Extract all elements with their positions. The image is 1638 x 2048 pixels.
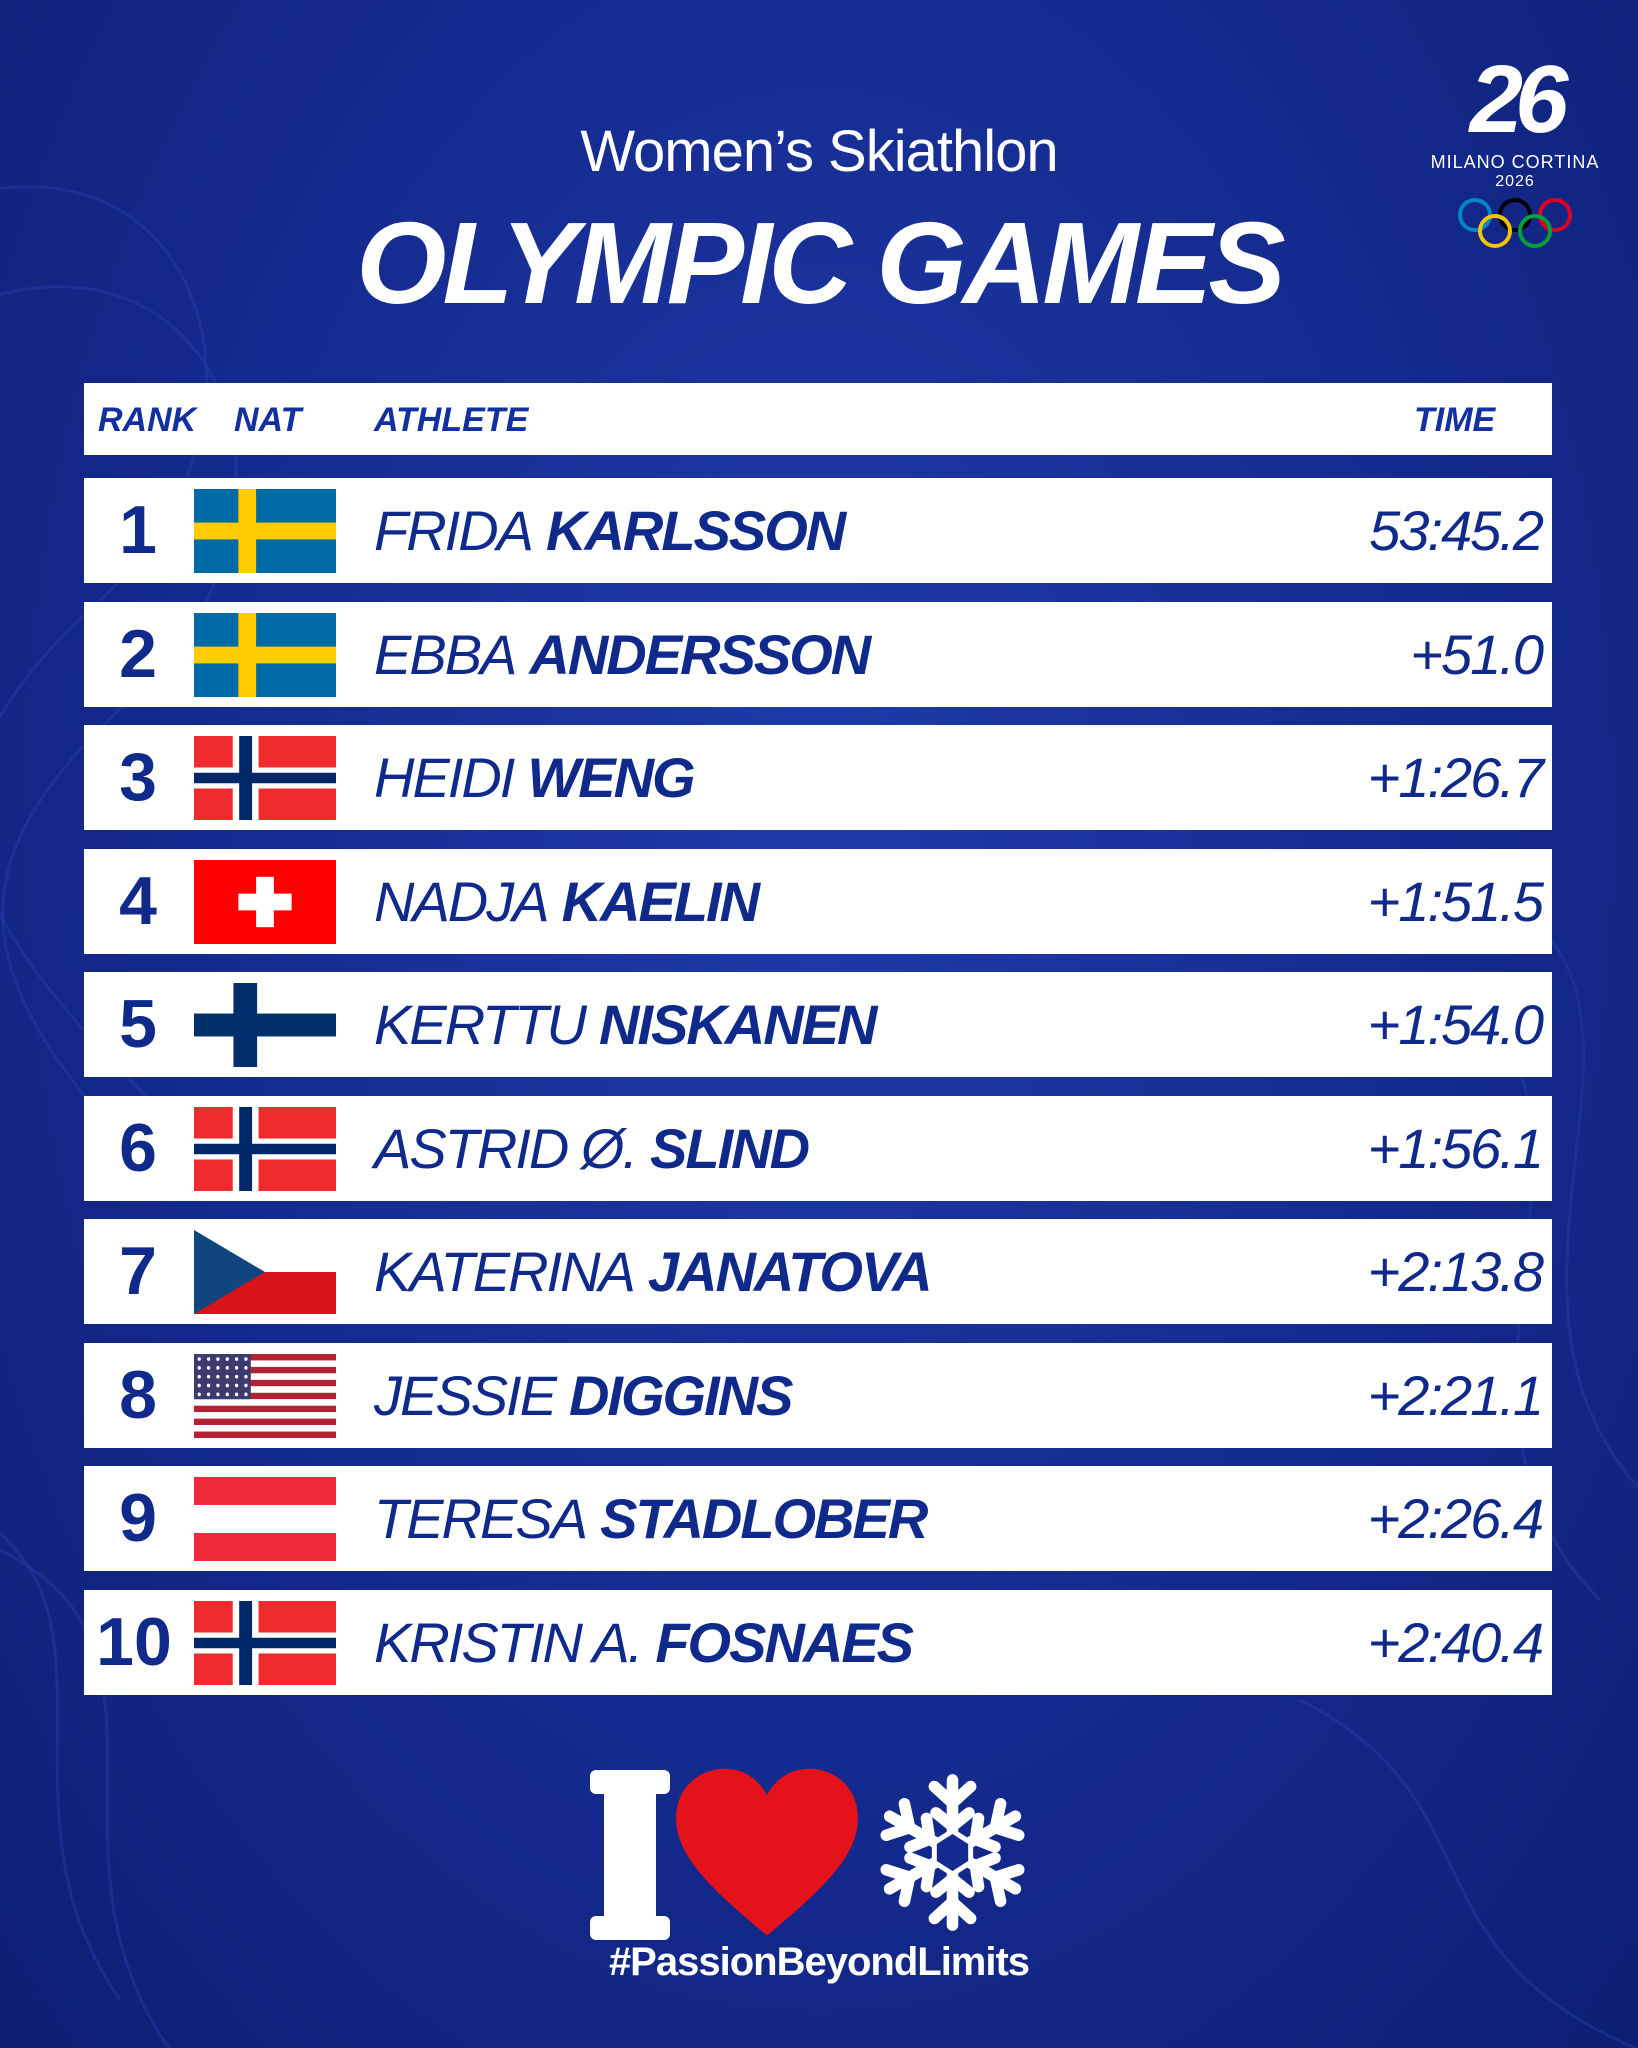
athlete-name: JESSIE DIGGINS	[374, 1343, 793, 1448]
table-row: 9 TERESA STADLOBER +2:26.4	[84, 1466, 1552, 1571]
table-row: 2 EBBA ANDERSSON +51.0	[84, 602, 1552, 707]
rank: 7	[119, 1233, 157, 1309]
result-time: +2:21.1	[1367, 1364, 1544, 1427]
heart-icon	[676, 1768, 858, 1936]
flag-usa-icon	[194, 1354, 336, 1438]
athlete-first-name: TERESA	[374, 1487, 588, 1550]
athlete-first-name: JESSIE	[374, 1364, 557, 1427]
athlete-last-name: SLIND	[650, 1117, 810, 1180]
flag-cze-icon	[194, 1230, 336, 1314]
athlete-last-name: JANATOVA	[647, 1240, 933, 1303]
athlete-first-name: EBBA	[374, 623, 517, 686]
rank: 10	[96, 1604, 172, 1680]
table-row: 8 JESSIE DIGGINS +2:21.1	[84, 1343, 1552, 1448]
athlete-last-name: NISKANEN	[599, 993, 877, 1056]
flag-nor-icon	[194, 1107, 336, 1191]
header-nat: NAT	[234, 401, 302, 439]
result-time: +51.0	[1410, 623, 1544, 686]
athlete-last-name: FOSNAES	[655, 1611, 914, 1674]
athlete-first-name: KERTTU	[374, 993, 587, 1056]
logo-name: MILANO CORTINA	[1430, 152, 1600, 172]
flag-nor-icon	[194, 1601, 336, 1685]
snowflake-icon	[870, 1774, 1035, 1935]
event-title: OLYMPIC GAMES	[356, 198, 1285, 328]
result-time: +2:26.4	[1367, 1487, 1544, 1550]
athlete-first-name: HEIDI	[374, 746, 515, 809]
header-time: TIME	[1414, 401, 1496, 439]
hashtag: #PassionBeyondLimits	[608, 1940, 1030, 1984]
athlete-last-name: ANDERSSON	[529, 623, 871, 686]
athlete-last-name: WENG	[527, 746, 695, 809]
athlete-last-name: STADLOBER	[600, 1487, 928, 1550]
letter-i-icon	[590, 1770, 670, 1940]
flag-sui-icon	[194, 860, 336, 944]
flag-nor-icon	[194, 736, 336, 820]
result-time: +1:56.1	[1367, 1117, 1544, 1180]
rank: 2	[119, 616, 157, 692]
athlete-first-name: NADJA	[374, 870, 550, 933]
rank: 3	[119, 739, 157, 815]
athlete-name: EBBA ANDERSSON	[374, 602, 871, 707]
athlete-name: KRISTIN A. FOSNAES	[374, 1590, 914, 1695]
result-time: +2:13.8	[1367, 1240, 1544, 1303]
milano-cortina-logo: 26 MILANO CORTINA 2026	[1415, 50, 1615, 270]
athlete-name: NADJA KAELIN	[374, 849, 760, 954]
flag-swe-icon	[194, 489, 336, 573]
header-rank: RANK	[98, 401, 197, 439]
rank: 9	[119, 1480, 157, 1556]
results-table-header: RANK NAT ATHLETE TIME	[84, 383, 1552, 455]
table-row: 7 KATERINA JANATOVA +2:13.8	[84, 1219, 1552, 1324]
athlete-name: FRIDA KARLSSON	[374, 478, 846, 583]
athlete-name: KATERINA JANATOVA	[374, 1219, 933, 1324]
olympic-rings-icon	[1458, 198, 1572, 248]
table-row: 3 HEIDI WENG +1:26.7	[84, 725, 1552, 830]
result-time: 53:45.2	[1369, 499, 1544, 562]
athlete-first-name: KRISTIN A.	[374, 1611, 643, 1674]
table-row: 1 FRIDA KARLSSON 53:45.2	[84, 478, 1552, 583]
table-row: 6 ASTRID Ø. SLIND +1:56.1	[84, 1096, 1552, 1201]
athlete-last-name: DIGGINS	[568, 1364, 793, 1427]
header-athlete: ATHLETE	[374, 401, 529, 439]
result-time: +1:26.7	[1367, 746, 1544, 809]
athlete-name: TERESA STADLOBER	[374, 1466, 928, 1571]
logo-mark: 26	[1469, 46, 1569, 153]
athlete-name: ASTRID Ø. SLIND	[374, 1096, 810, 1201]
footer: #PassionBeyondLimits	[0, 1760, 1638, 2000]
rank: 6	[119, 1110, 157, 1186]
result-time: +2:40.4	[1367, 1611, 1544, 1674]
rank: 1	[119, 492, 157, 568]
athlete-name: HEIDI WENG	[374, 725, 696, 830]
athlete-first-name: KATERINA	[374, 1240, 636, 1303]
result-time: +1:54.0	[1367, 993, 1544, 1056]
flag-fin-icon	[194, 983, 336, 1067]
rank: 8	[119, 1357, 157, 1433]
athlete-last-name: KARLSSON	[546, 499, 846, 562]
athlete-first-name: FRIDA	[374, 499, 534, 562]
result-time: +1:51.5	[1367, 870, 1544, 933]
athlete-last-name: KAELIN	[561, 870, 760, 933]
logo-year: 2026	[1495, 173, 1535, 190]
rank: 5	[119, 986, 157, 1062]
athlete-first-name: ASTRID Ø.	[374, 1117, 638, 1180]
flag-swe-icon	[194, 613, 336, 697]
rank: 4	[119, 863, 157, 939]
table-row: 4 NADJA KAELIN +1:51.5	[84, 849, 1552, 954]
event-subtitle: Women’s Skiathlon	[580, 119, 1058, 184]
table-row: 10 KRISTIN A. FOSNAES +2:40.4	[84, 1590, 1552, 1695]
athlete-name: KERTTU NISKANEN	[374, 972, 877, 1077]
table-row: 5 KERTTU NISKANEN +1:54.0	[84, 972, 1552, 1077]
flag-aut-icon	[194, 1477, 336, 1561]
